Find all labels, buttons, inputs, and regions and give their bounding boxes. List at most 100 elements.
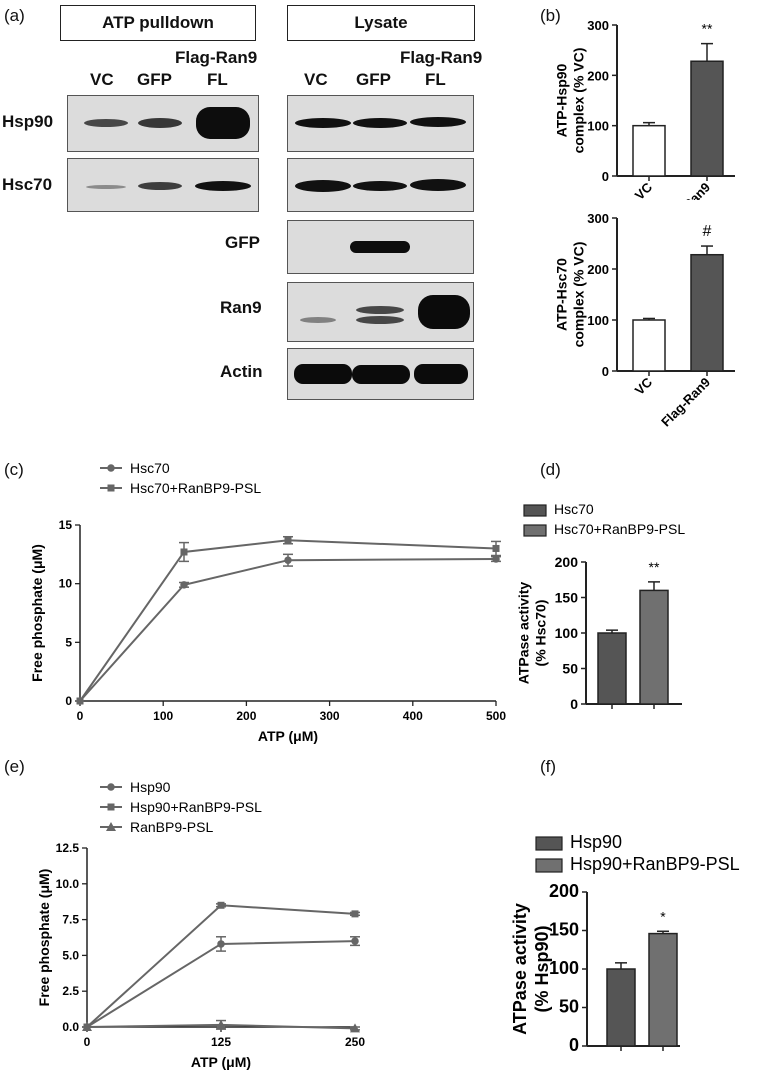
panel-b-label: (b) [540, 6, 561, 25]
significance-mark: ** [649, 559, 660, 575]
data-point [217, 940, 225, 948]
y-axis-label: Free phosphate (μM) [29, 544, 45, 682]
significance-mark: * [660, 908, 666, 924]
band [418, 295, 470, 329]
y-tick-label: 10 [59, 577, 73, 591]
y-tick-label: 100 [587, 313, 609, 328]
y-tick-label: 5.0 [62, 948, 79, 962]
band [414, 364, 468, 384]
band [295, 180, 351, 192]
chart-b-bottom: 0 100 200 300 ATP-Hsc70complex (% VC) VC Flag-… [554, 211, 735, 430]
band [294, 364, 352, 384]
band [84, 119, 128, 127]
lane-flag-pulldown: Flag-Ran9 [175, 48, 258, 67]
data-point [180, 548, 188, 556]
data-point [351, 910, 359, 918]
chart-e: 0.0 2.5 5.0 7.5 10.0 12.5 0 125 250 ATP (μM) Free … [36, 779, 365, 1070]
lane-vc-pulldown: VC [90, 70, 114, 89]
x-tick-label: Flag-Ran9 [658, 375, 713, 430]
band [410, 117, 466, 127]
band [356, 306, 404, 314]
blot-lysate-actin [287, 348, 474, 400]
significance-mark: ** [702, 21, 713, 37]
y-axis-label: ATPase activity(% Hsp90) [510, 903, 552, 1035]
y-tick-label: 10.0 [56, 877, 80, 891]
legend-swatch [523, 524, 547, 537]
y-tick-label: 0 [602, 169, 609, 184]
blot-pulldown-hsc70 [67, 158, 259, 212]
data-point [76, 697, 84, 705]
y-tick-label: 300 [587, 211, 609, 226]
legend-swatch [535, 858, 563, 873]
bar [690, 253, 724, 372]
x-tick-label: VC [632, 374, 656, 398]
panel-a-label: (a) [4, 6, 25, 25]
data-point [492, 555, 500, 563]
y-tick-label: 0 [570, 696, 578, 712]
y-tick-label: 2.5 [62, 984, 79, 998]
data-point [350, 1023, 360, 1033]
blot-pulldown-hsp90 [67, 95, 259, 152]
legend-label: Hsc70 [130, 460, 170, 476]
y-tick-label: 7.5 [62, 913, 79, 927]
bar [648, 932, 678, 1047]
y-axis-label: ATP-Hsp90complex (% VC) [554, 48, 587, 154]
y-tick-label: 200 [587, 262, 609, 277]
data-point [284, 556, 292, 564]
band [356, 316, 404, 324]
y-axis-label: ATP-Hsc70complex (% VC) [554, 242, 587, 348]
lane-fl-pulldown: FL [207, 70, 228, 89]
y-tick-label: 5 [65, 635, 72, 649]
atp-pulldown-header: ATP pulldown [60, 5, 256, 41]
significance-mark: # [703, 223, 712, 240]
panel-d-label: (d) [540, 460, 561, 479]
x-axis-label: ATP (μM) [258, 728, 318, 744]
legend-label: RanBP9-PSL [130, 819, 213, 835]
band [295, 118, 351, 128]
y-tick-label: 300 [587, 18, 609, 33]
bar [639, 589, 669, 705]
y-tick-label: 200 [587, 68, 609, 83]
y-tick-label: 150 [555, 590, 579, 606]
y-tick-label: 200 [549, 881, 579, 901]
row-label-hsp90: Hsp90 [2, 112, 54, 131]
y-tick-label: 100 [587, 119, 609, 134]
lysate-header: Lysate [287, 5, 475, 41]
band [352, 365, 410, 384]
row-label-actin: Actin [220, 362, 263, 381]
blot-lysate-hsc70 [287, 158, 474, 212]
legend-label: Hsp90+RanBP9-PSL [570, 854, 740, 874]
y-axis-label: ATPase activity(% Hsc70) [516, 582, 549, 685]
series-line [86, 904, 356, 1028]
blot-lysate-ran9 [287, 282, 474, 342]
series-line [79, 539, 497, 702]
panel-c-label: (c) [4, 460, 24, 479]
y-tick-label: 12.5 [56, 841, 80, 855]
y-tick-label: 200 [555, 554, 579, 570]
data-point [107, 783, 115, 791]
band [300, 317, 336, 323]
row-label-gfp: GFP [225, 233, 260, 252]
x-tick-label: Flag-Ran9 [658, 180, 713, 200]
legend-swatch [535, 836, 563, 851]
lane-fl-lysate: FL [425, 70, 446, 89]
bar [632, 124, 666, 177]
panel-e-label: (e) [4, 757, 25, 776]
legend-label: Hsc70+RanBP9-PSL [130, 480, 261, 496]
x-tick-label: 125 [211, 1035, 231, 1049]
x-axis-label: ATP (μM) [191, 1054, 251, 1070]
data-point [106, 822, 116, 831]
bar [606, 968, 636, 1047]
blot-lysate-hsp90 [287, 95, 474, 152]
data-point [217, 901, 225, 909]
band [195, 181, 251, 191]
band [138, 182, 182, 190]
x-tick-label: 500 [486, 709, 506, 723]
data-point [492, 544, 500, 552]
panel-f-label: (f) [540, 757, 557, 776]
x-tick-label: 0 [77, 709, 84, 723]
x-tick-label: 200 [236, 709, 256, 723]
y-tick-label: 50 [562, 661, 578, 677]
